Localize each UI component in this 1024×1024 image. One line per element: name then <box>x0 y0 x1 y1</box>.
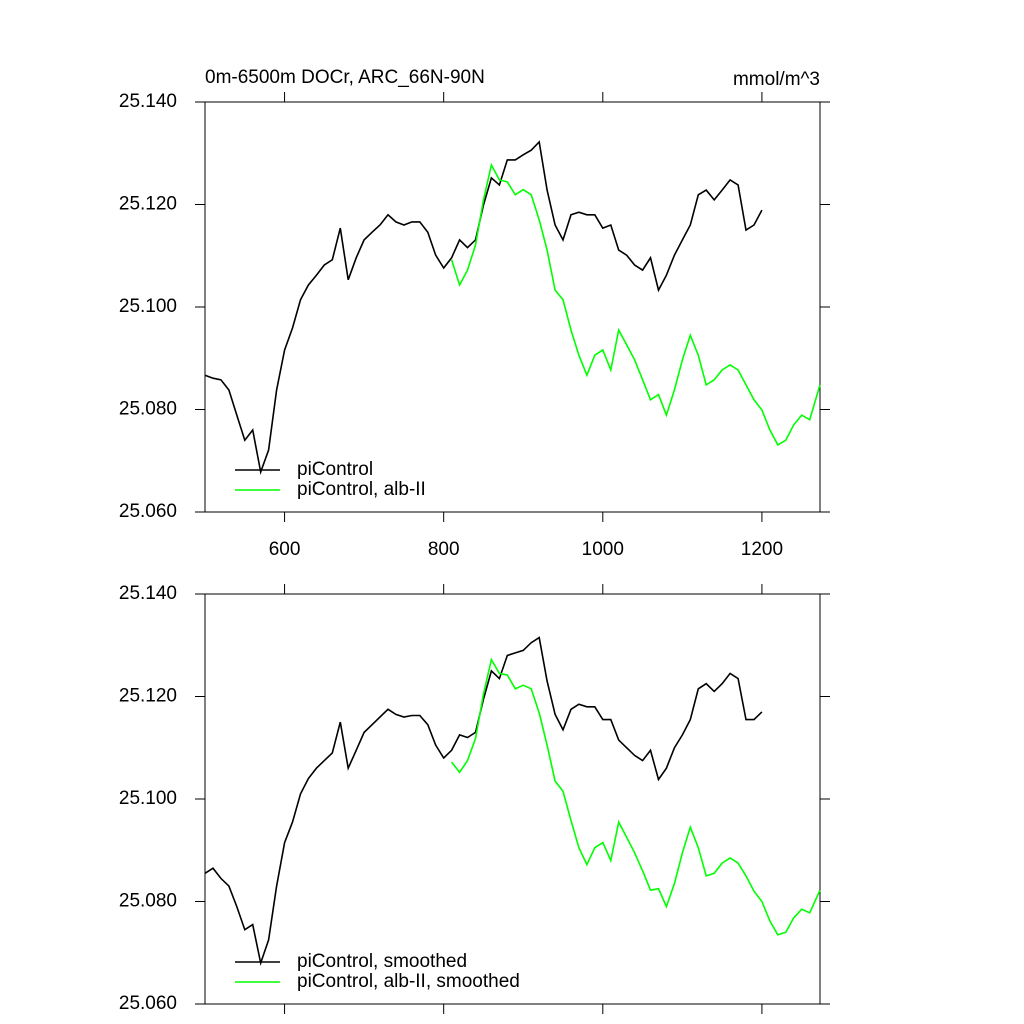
y-tick-label: 25.140 <box>119 91 177 112</box>
legend-label: piControl, alb-II <box>297 479 426 500</box>
plot-frame <box>204 593 821 1005</box>
units-label: mmol/m^3 <box>733 69 820 90</box>
y-tick-label: 25.100 <box>119 788 177 809</box>
chart-title: 0m-6500m DOCr, ARC_66N-90N <box>205 67 485 88</box>
y-tick-label: 25.140 <box>119 583 177 604</box>
y-tick-label: 25.060 <box>119 993 177 1014</box>
plot-frame <box>204 101 821 513</box>
data-line <box>204 636 763 967</box>
x-tick-label: 800 <box>428 539 460 560</box>
data-line <box>450 657 821 936</box>
x-tick-label: 1000 <box>582 539 624 560</box>
legend-label: piControl <box>297 459 373 480</box>
y-tick-label: 25.080 <box>119 891 177 912</box>
y-tick-label: 25.100 <box>119 296 177 317</box>
y-tick-label: 25.120 <box>119 194 177 215</box>
y-tick-label: 25.080 <box>119 399 177 420</box>
legend-label: piControl, smoothed <box>297 951 467 972</box>
data-line <box>204 140 763 476</box>
y-tick-label: 25.060 <box>119 501 177 522</box>
x-tick-label: 1200 <box>741 539 783 560</box>
legend-label: piControl, alb-II, smoothed <box>297 971 520 992</box>
data-line <box>450 162 821 447</box>
y-tick-label: 25.120 <box>119 686 177 707</box>
x-tick-label: 600 <box>269 539 301 560</box>
